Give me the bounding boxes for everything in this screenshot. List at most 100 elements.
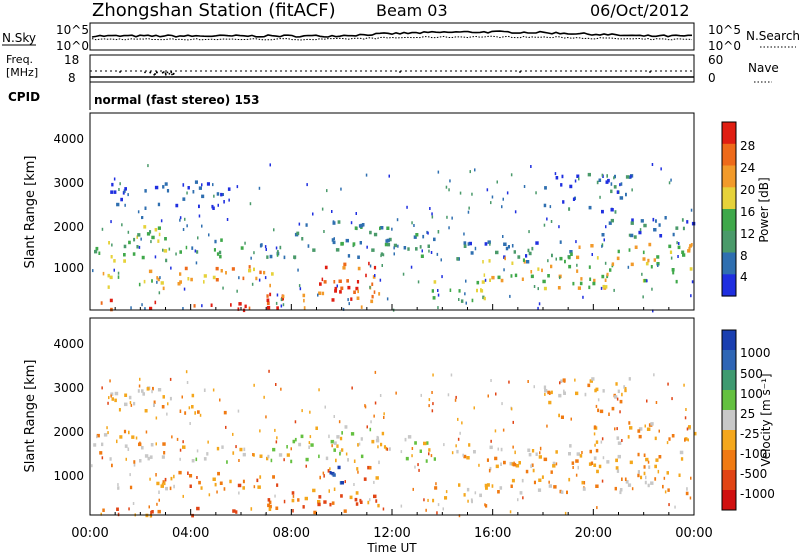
- range-gate-cell: [113, 268, 115, 272]
- range-gate-cell: [644, 480, 647, 485]
- range-gate-cell: [333, 487, 336, 491]
- range-gate-cell: [655, 219, 657, 223]
- xtick-0800: 08:00: [273, 526, 310, 541]
- range-gate-cell: [341, 431, 343, 435]
- range-gate-cell: [163, 451, 166, 455]
- range-gate-cell: [128, 430, 130, 435]
- range-gate-cell: [489, 242, 491, 246]
- range-gate-cell: [378, 460, 380, 465]
- freq-dot: [144, 71, 146, 74]
- range-gate-cell: [155, 416, 158, 420]
- range-gate-cell: [371, 294, 374, 299]
- range-gate-cell: [386, 238, 390, 243]
- range-gate-cell: [165, 486, 168, 491]
- range-gate-cell: [226, 460, 228, 464]
- range-gate-cell: [538, 455, 542, 459]
- range-gate-cell: [521, 277, 524, 281]
- range-gate-cell: [250, 256, 252, 260]
- range-gate-cell: [668, 181, 671, 185]
- range-gate-cell: [138, 384, 141, 388]
- range-gate-cell: [292, 509, 294, 513]
- range-gate-cell: [616, 436, 620, 440]
- range-gate-cell: [198, 186, 202, 190]
- range-gate-cell: [297, 268, 299, 272]
- power-cbar-tick-28: 28: [740, 139, 755, 153]
- range-gate-cell: [559, 381, 561, 385]
- range-gate-cell: [336, 444, 339, 448]
- range-gate-cell: [468, 241, 472, 246]
- range-gate-cell: [528, 230, 530, 234]
- range-gate-cell: [428, 452, 430, 456]
- range-gate-cell: [575, 473, 578, 477]
- range-gate-cell: [686, 220, 689, 224]
- range-gate-cell: [601, 437, 604, 441]
- range-gate-cell: [537, 287, 539, 291]
- range-gate-cell: [157, 239, 160, 243]
- range-gate-cell: [360, 223, 364, 228]
- range-gate-cell: [682, 226, 685, 231]
- date-label: 06/Oct/2012: [590, 1, 690, 20]
- range-gate-cell: [411, 447, 414, 450]
- range-gate-cell: [471, 192, 473, 196]
- range-gate-cell: [668, 503, 670, 507]
- range-gate-cell: [116, 507, 119, 511]
- range-gate-cell: [227, 187, 231, 191]
- range-gate-cell: [615, 382, 618, 386]
- range-gate-cell: [583, 481, 586, 485]
- range-gate-cell: [236, 289, 238, 293]
- freq-dot: [164, 73, 167, 76]
- range-gate-cell: [331, 444, 333, 448]
- range-gate-cell: [149, 306, 153, 311]
- range-gate-cell: [239, 447, 243, 452]
- range-gate-cell: [675, 279, 678, 284]
- range-gate-cell: [428, 398, 431, 402]
- range-gate-cell: [517, 255, 521, 259]
- range-gate-cell: [298, 442, 302, 447]
- range-gate-cell: [440, 258, 442, 262]
- range-gate-cell: [410, 265, 413, 269]
- range-gate-cell: [179, 218, 181, 222]
- range-gate-cell: [547, 259, 549, 263]
- range-gate-cell: [588, 205, 592, 210]
- range-gate-cell: [116, 202, 120, 207]
- range-gate-cell: [588, 265, 591, 269]
- range-gate-cell: [537, 267, 540, 271]
- range-gate-cell: [458, 289, 461, 293]
- range-gate-cell: [185, 245, 188, 250]
- range-gate-cell: [242, 479, 245, 484]
- range-gate-cell: [98, 251, 101, 255]
- range-gate-cell: [186, 224, 188, 228]
- range-gate-cell: [212, 183, 214, 187]
- range-gate-cell: [271, 272, 274, 276]
- range-gate-cell: [465, 279, 467, 283]
- range-gate-cell: [357, 266, 361, 271]
- range-gate-cell: [358, 442, 361, 446]
- range-gate-cell: [339, 436, 343, 441]
- range-gate-cell: [186, 381, 189, 384]
- range-gate-cell: [216, 490, 218, 494]
- range-gate-cell: [532, 468, 535, 473]
- range-gate-cell: [638, 427, 643, 431]
- range-gate-cell: [370, 420, 372, 424]
- range-gate-cell: [130, 306, 132, 310]
- range-gate-cell: [154, 300, 157, 305]
- range-gate-cell: [373, 414, 375, 418]
- range-gate-cell: [420, 393, 422, 397]
- range-gate-cell: [378, 292, 381, 296]
- range-gate-cell: [259, 270, 262, 275]
- velocity-colorbar-segment: [722, 390, 736, 411]
- range-gate-cell: [223, 487, 226, 491]
- range-gate-cell: [323, 280, 327, 284]
- range-gate-cell: [323, 230, 325, 233]
- range-gate-cell: [244, 241, 246, 245]
- range-gate-cell: [631, 188, 633, 192]
- range-gate-cell: [211, 204, 214, 209]
- range-gate-cell: [548, 400, 552, 405]
- range-gate-cell: [432, 402, 434, 406]
- range-gate-cell: [484, 278, 487, 282]
- range-gate-cell: [101, 456, 104, 460]
- range-gate-cell: [578, 245, 581, 249]
- range-gate-cell: [255, 276, 258, 281]
- range-gate-cell: [558, 413, 560, 418]
- range-gate-cell: [347, 254, 351, 258]
